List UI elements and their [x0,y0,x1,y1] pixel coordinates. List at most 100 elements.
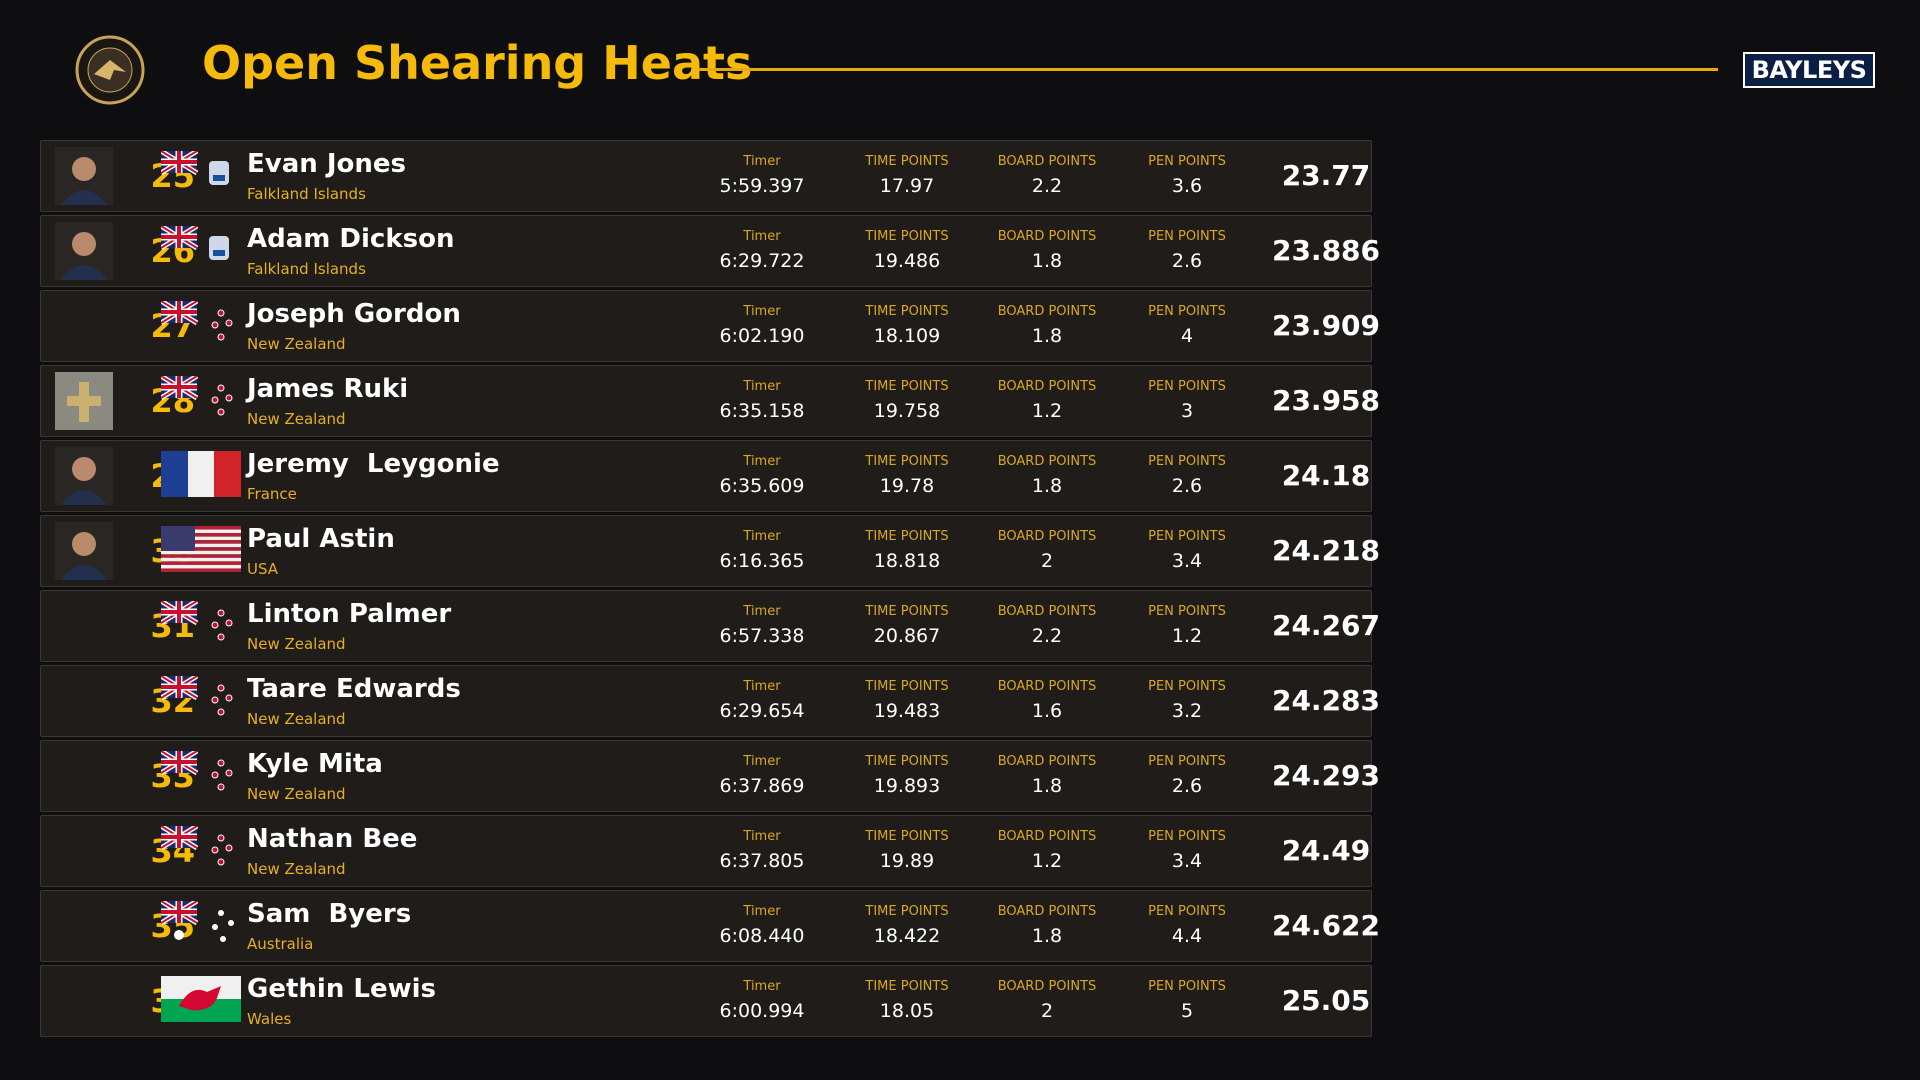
country-flag [161,601,233,641]
column-value: 2.2 [1031,625,1063,647]
column-value: 20.867 [873,625,941,647]
column-label: BOARD POINTS [997,904,1097,919]
column-value: 19.78 [879,475,935,497]
country-flag [161,901,234,942]
column-label: Timer [743,604,781,619]
column-label: PEN POINTS [1148,229,1226,244]
country-name: USA [247,560,279,578]
column-value: 6:35.158 [719,400,805,422]
column-value: 5:59.397 [719,175,805,197]
column-label: Timer [743,679,781,694]
event-logo [75,35,145,105]
country-flag [161,151,229,185]
column-label: PEN POINTS [1148,154,1226,169]
column-value: 6:35.609 [719,475,805,497]
column-label: TIME POINTS [865,529,949,544]
total-score: 23.886 [1271,234,1381,267]
column-value: 19.89 [879,850,935,872]
column-label: Timer [743,154,781,169]
column-value: 6:29.654 [719,700,805,722]
column-value: 6:37.805 [719,850,805,872]
column-value: 6:57.338 [719,625,805,647]
column-label: Timer [743,229,781,244]
total-score: 24.218 [1271,534,1381,567]
column-label: TIME POINTS [865,379,949,394]
total-score: 23.77 [1281,159,1371,192]
competitor-name: Taare Edwards [247,674,461,704]
country-name: New Zealand [247,860,346,878]
competitor-photo [55,147,113,205]
country-name: New Zealand [247,710,346,728]
competitor-name: Kyle Mita [247,749,383,779]
column-label: BOARD POINTS [997,154,1097,169]
total-score: 23.909 [1271,309,1381,342]
country-name: Australia [247,935,314,953]
column-label: TIME POINTS [865,604,949,619]
column-label: Timer [743,454,781,469]
country-flag [161,451,241,497]
country-name: Falkland Islands [247,185,366,203]
result-row: 35 Sam Byers Australia Timer 6:08.440 TIME PO… [40,890,1380,962]
total-score: 24.18 [1281,459,1371,492]
column-label: Timer [743,829,781,844]
competitor-name: Linton Palmer [247,599,452,629]
total-score: 24.283 [1271,684,1381,717]
result-row: 29Jeremy LeygonieFranceTimer6:35.609TIME… [40,440,1372,512]
column-value: 3 [1180,400,1194,422]
column-label: PEN POINTS [1148,829,1226,844]
column-value: 6:02.190 [719,325,805,347]
country-name: New Zealand [247,785,346,803]
column-label: TIME POINTS [865,229,949,244]
country-name: New Zealand [247,410,346,428]
column-value: 6:37.869 [719,775,805,797]
column-label: PEN POINTS [1148,454,1226,469]
column-value: 1.2 [1171,625,1203,647]
column-label: TIME POINTS [865,829,949,844]
column-label: TIME POINTS [865,979,949,994]
total-score: 24.622 [1271,909,1381,942]
column-value: 6:08.440 [719,925,805,947]
column-value: 2 [1040,550,1054,572]
country-name: New Zealand [247,635,346,653]
column-value: 2.6 [1171,250,1203,272]
column-value: 1.2 [1031,850,1063,872]
competitor-photo [55,372,113,430]
country-flag [161,226,229,260]
total-score: 23.958 [1271,384,1381,417]
column-value: 2.6 [1171,775,1203,797]
column-label: Timer [743,754,781,769]
column-label: TIME POINTS [865,754,949,769]
country-flag [161,376,233,416]
column-value: 19.758 [873,400,941,422]
result-row: 33 Kyle Mita New Zealand Timer 6:37.869 TIME … [40,740,1380,812]
column-value: 1.8 [1031,925,1063,947]
column-label: Timer [743,904,781,919]
competitor-name: Joseph Gordon [247,299,461,329]
page-title: Open Shearing Heats [202,36,753,90]
country-flag [161,751,233,791]
column-value: 2.2 [1031,175,1063,197]
country-name: New Zealand [247,335,346,353]
column-label: BOARD POINTS [997,979,1097,994]
column-label: BOARD POINTS [997,604,1097,619]
total-score: 24.293 [1271,759,1381,792]
column-label: PEN POINTS [1148,754,1226,769]
country-flag [161,676,233,716]
column-label: BOARD POINTS [997,529,1097,544]
competitor-name: Adam Dickson [247,224,455,254]
column-value: 1.6 [1031,700,1063,722]
result-row: 25 Evan Jones Falkland Islands Timer 5:59.39… [40,140,1372,212]
column-value: 1.8 [1031,775,1063,797]
total-score: 25.05 [1281,984,1371,1017]
column-label: BOARD POINTS [997,379,1097,394]
column-value: 3.6 [1171,175,1203,197]
column-label: Timer [743,304,781,319]
column-value: 18.818 [873,550,941,572]
result-row: 34 Nathan Bee New Zealand Timer 6:37.805 TIME… [40,815,1372,887]
column-value: 18.05 [879,1000,935,1022]
column-value: 1.8 [1031,325,1063,347]
